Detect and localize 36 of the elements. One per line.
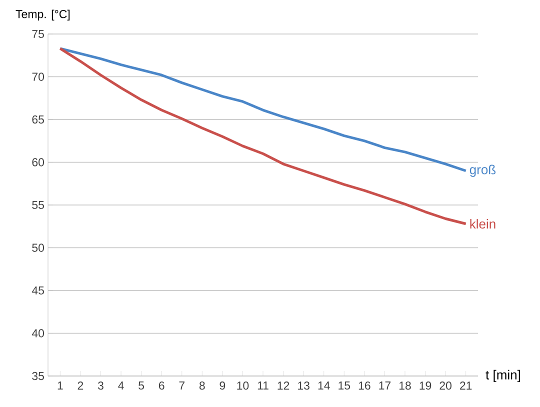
series-label: klein	[470, 219, 496, 229]
y-tick-label: 50	[32, 244, 44, 252]
y-axis-title: Temp. [°C]	[16, 10, 70, 20]
x-tick-label: 18	[399, 382, 411, 390]
x-tick-label: 13	[298, 382, 310, 390]
y-tick-label: 60	[32, 158, 44, 166]
y-tick-label: 40	[32, 329, 44, 338]
x-tick-label: 14	[318, 382, 330, 390]
x-tick-label: 21	[460, 382, 472, 390]
x-tick-label: 9	[220, 382, 226, 390]
line-series	[58, 47, 468, 226]
x-tick-label: 17	[379, 382, 391, 390]
y-tick-label: 75	[32, 30, 44, 38]
line-series	[58, 47, 468, 172]
series-label: groß	[470, 164, 496, 177]
x-tick-label: 8	[199, 382, 205, 390]
x-tick-label: 19	[420, 382, 432, 390]
y-tick-label: 35	[32, 372, 44, 380]
x-axis-title: t [min]	[486, 370, 520, 382]
y-tick-label: 55	[32, 200, 44, 210]
x-tick-label: 11	[258, 382, 268, 390]
x-tick-label: 5	[138, 382, 144, 390]
y-tick-label: 65	[32, 115, 44, 124]
x-tick-label: 16	[358, 382, 370, 390]
x-tick-label: 12	[278, 382, 290, 390]
y-tick-label: 45	[32, 286, 44, 295]
y-tick-label: 70	[32, 72, 44, 81]
x-tick-label: 7	[179, 382, 184, 390]
x-tick-label: 6	[158, 382, 164, 390]
x-tick-label: 15	[338, 382, 350, 390]
x-tick-label: 10	[237, 382, 249, 390]
x-tick-label: 1	[58, 382, 63, 390]
x-tick-label: 2	[78, 382, 84, 390]
x-tick-label: 4	[118, 382, 124, 390]
x-tick-label: 20	[440, 382, 452, 390]
x-tick-label: 3	[98, 382, 104, 390]
